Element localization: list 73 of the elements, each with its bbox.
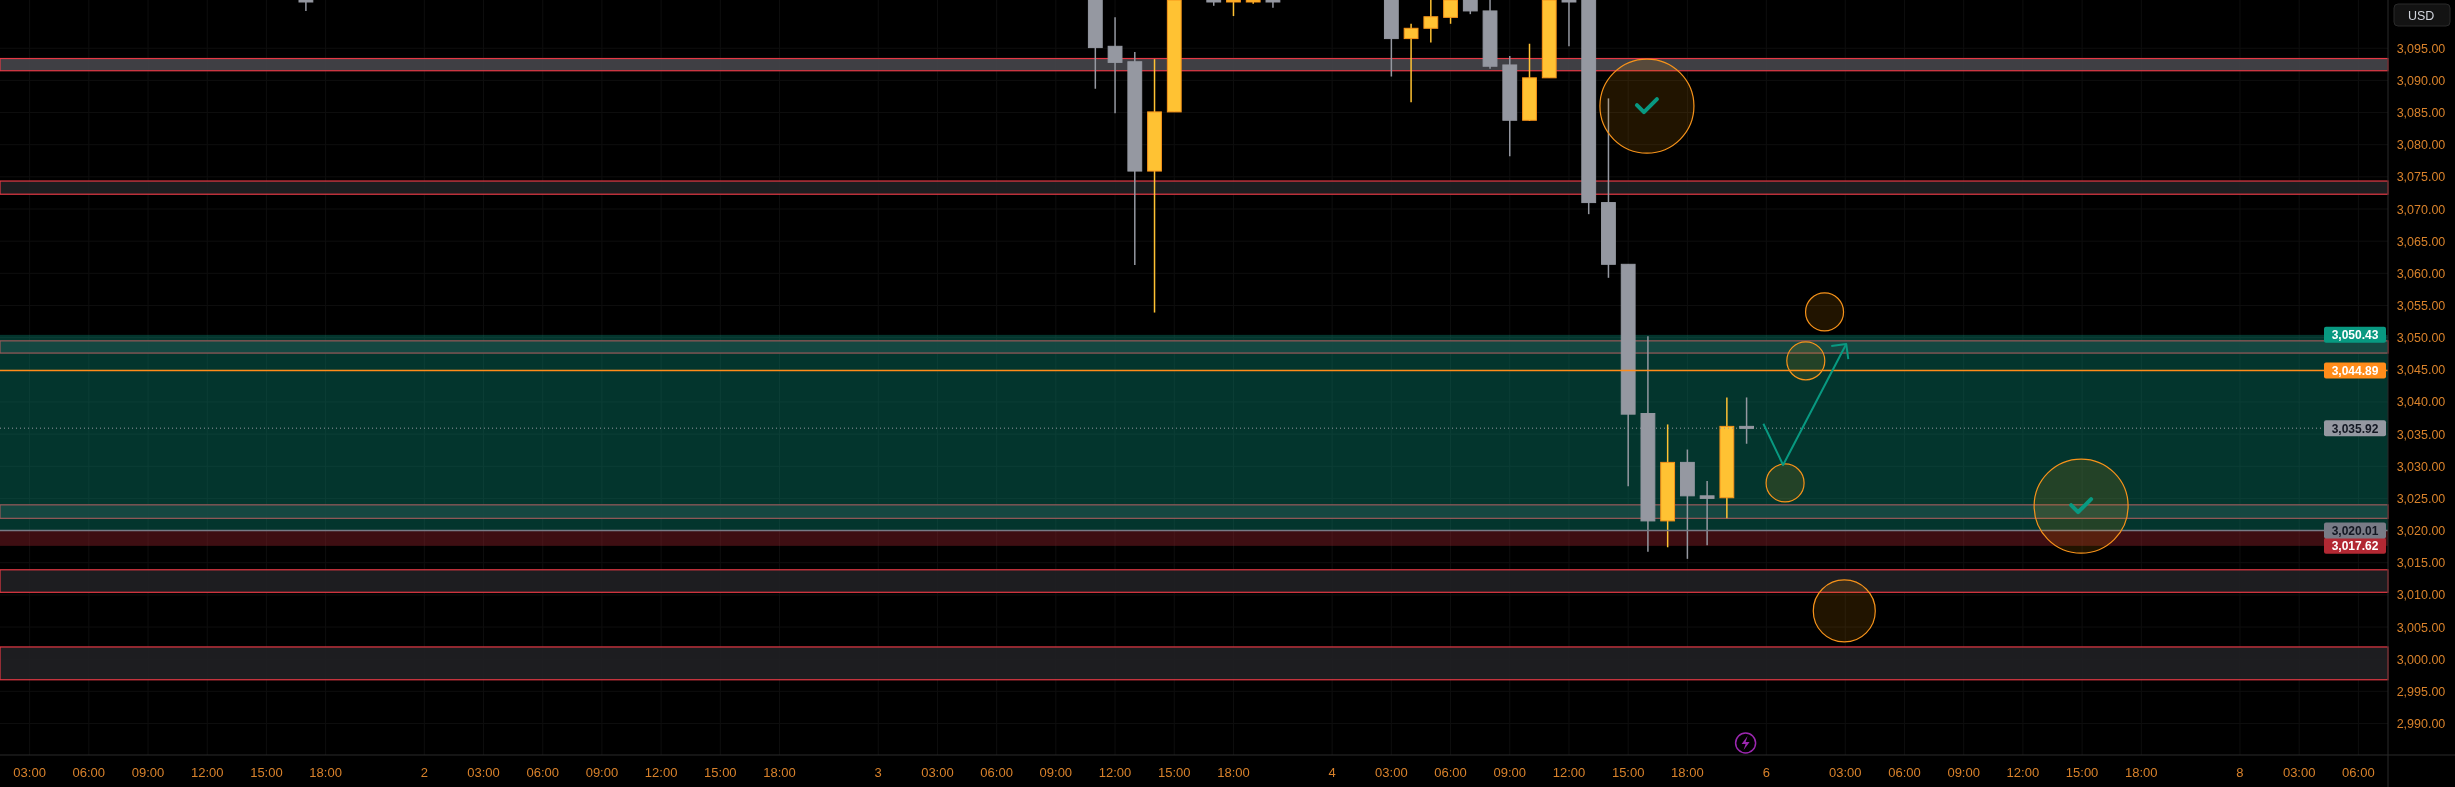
candlestick [1265,0,1281,9]
candlestick [1423,0,1439,44]
ref-line-label: 3,020.01 [2331,523,2379,538]
x-tick-label: 18:00 [2125,765,2158,780]
y-axis-title: USD [2408,9,2435,23]
x-tick-label: 06:00 [1888,765,1921,780]
x-tick-label: 12:00 [1098,765,1132,780]
y-tick-label: 3,020.00 [2396,524,2446,539]
x-tick-label: 2 [420,765,428,780]
x-tick-label: 15:00 [1157,765,1191,780]
x-tick-label: 06:00 [980,765,1013,780]
y-tick-label: 3,015.00 [2396,556,2446,571]
y-tick-label: 3,080.00 [2396,138,2446,153]
y-tick-label: 3,090.00 [2396,73,2446,88]
candlestick [1107,16,1123,114]
ref-line-label: 3,044.89 [2331,363,2379,378]
x-tick-label: 15:00 [2065,765,2099,780]
y-tick-label: 3,040.00 [2396,395,2446,410]
x-tick-label: 12:00 [190,765,224,780]
ref-line-label: 3,035.92 [2331,421,2379,436]
y-tick-label: 3,045.00 [2396,363,2446,378]
y-tick-label: 3,075.00 [2396,170,2446,185]
x-tick-label: 09:00 [1493,765,1527,780]
x-tick-label: 06:00 [526,765,559,780]
x-tick-label: 15:00 [704,765,737,780]
y-tick-label: 3,055.00 [2396,298,2446,313]
x-tick-label: 15:00 [1611,765,1645,780]
y-tick-label: 3,000.00 [2396,652,2446,667]
x-tick-label: 06:00 [72,765,106,780]
x-tick-label: 09:00 [1039,765,1073,780]
y-tick-label: 3,070.00 [2396,202,2446,217]
y-tick-label: 3,060.00 [2396,266,2446,281]
x-tick-label: 18:00 [763,765,796,780]
x-tick-label: 03:00 [2282,765,2316,780]
y-tick-label: 3,050.00 [2396,331,2446,346]
x-tick-label: 18:00 [309,765,342,780]
x-tick-label: 06:00 [2342,765,2375,780]
candlestick [1443,0,1458,25]
x-tick-label: 15:00 [250,765,283,780]
x-tick-label: 3 [874,765,882,780]
y-tick-label: 3,005.00 [2396,620,2446,635]
y-tick-label: 3,065.00 [2396,234,2446,249]
x-tick-label: 12:00 [644,765,678,780]
x-tick-label: 8 [2236,765,2244,780]
x-tick-label: 09:00 [131,765,165,780]
x-tick-label: 03:00 [1375,765,1408,780]
y-tick-label: 2,995.00 [2396,684,2446,699]
candlestick [298,0,314,12]
y-tick-label: 3,030.00 [2396,459,2446,474]
x-tick-label: 18:00 [1671,765,1704,780]
x-tick-label: 12:00 [1552,765,1586,780]
x-tick-label: 18:00 [1217,765,1250,780]
y-tick-label: 3,025.00 [2396,491,2446,506]
candlestick [1699,480,1715,547]
candlestick [1403,23,1419,103]
y-tick-label: 3,085.00 [2396,106,2446,121]
x-tick-label: 09:00 [1947,765,1980,780]
y-tick-label: 3,095.00 [2396,41,2446,56]
x-tick-label: 6 [1762,765,1770,780]
x-tick-label: 4 [1328,765,1336,780]
band-label: 3,017.62 [2331,539,2379,554]
y-tick-label: 2,990.00 [2396,716,2446,731]
band-label: 3,050.43 [2331,328,2379,343]
x-tick-label: 12:00 [2006,765,2040,780]
x-tick-label: 03:00 [467,765,500,780]
x-tick-label: 09:00 [585,765,619,780]
y-tick-label: 3,010.00 [2396,588,2446,603]
y-tick-label: 3,035.00 [2396,427,2446,442]
x-tick-label: 03:00 [1829,765,1862,780]
x-tick-label: 03:00 [13,765,46,780]
x-tick-label: 06:00 [1434,765,1467,780]
candlestick [1561,0,1577,48]
x-tick-label: 03:00 [921,765,954,780]
